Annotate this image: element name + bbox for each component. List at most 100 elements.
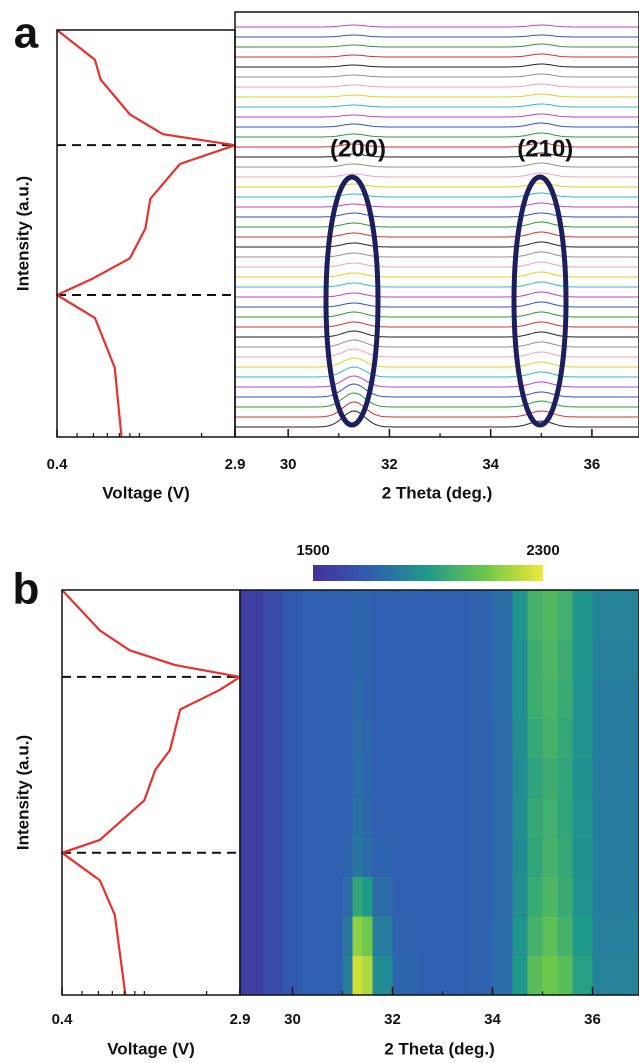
heatmap-cell bbox=[372, 590, 393, 640]
heatmap-cell bbox=[362, 718, 373, 759]
heatmap-cell bbox=[352, 797, 363, 838]
heatmap-cell bbox=[542, 590, 558, 640]
heatmap-cell bbox=[322, 590, 343, 640]
heatmap-cell bbox=[572, 876, 593, 917]
peak-ellipse bbox=[323, 174, 381, 428]
y-axis-label: Intensity (a.u.) bbox=[13, 735, 32, 850]
x-tick-label: 32 bbox=[384, 1011, 401, 1028]
heatmap-cell bbox=[240, 876, 263, 917]
heatmap-cell bbox=[512, 836, 528, 877]
heatmap-cell bbox=[282, 797, 303, 838]
x-tick-label: 34 bbox=[482, 456, 499, 473]
xrd-trace bbox=[235, 152, 638, 158]
heatmap-cell bbox=[262, 718, 283, 759]
heatmap-cell bbox=[592, 590, 639, 640]
xrd-trace bbox=[235, 281, 638, 288]
heatmap-cell bbox=[492, 915, 513, 956]
heatmap-cell bbox=[342, 797, 353, 838]
xrd-trace bbox=[235, 172, 638, 178]
heatmap-cell bbox=[372, 639, 393, 680]
heatmap-cell bbox=[392, 639, 418, 680]
heatmap-cell bbox=[352, 955, 363, 996]
heatmap-cell bbox=[342, 876, 353, 917]
heatmap-cell bbox=[542, 678, 558, 719]
heatmap-cell bbox=[322, 718, 343, 759]
heatmap-cell bbox=[442, 590, 468, 640]
heatmap-cell bbox=[492, 836, 513, 877]
heatmap-cell bbox=[512, 678, 528, 719]
heatmap-cell bbox=[240, 590, 263, 640]
x-axis-label: Voltage (V) bbox=[102, 483, 190, 502]
heatmap-cell bbox=[342, 915, 353, 956]
xrd-trace bbox=[235, 83, 638, 88]
heatmap-cell bbox=[282, 678, 303, 719]
xrd-trace bbox=[235, 113, 638, 118]
heatmap-cell bbox=[527, 757, 543, 798]
heatmap-cell bbox=[592, 718, 639, 759]
heatmap-cell bbox=[592, 757, 639, 798]
xrd-trace bbox=[235, 375, 638, 388]
heatmap-cell bbox=[442, 915, 468, 956]
xrd-trace bbox=[235, 357, 638, 368]
peak-annotation: (200) bbox=[330, 135, 386, 162]
colorbar bbox=[313, 565, 543, 581]
x-axis-label: Voltage (V) bbox=[107, 1039, 195, 1058]
xrd-trace bbox=[235, 383, 638, 398]
heatmap-cell bbox=[240, 797, 263, 838]
xrd-trace bbox=[235, 410, 638, 428]
heatmap-cell bbox=[322, 797, 343, 838]
heatmap-cell bbox=[542, 876, 558, 917]
xrd-trace bbox=[235, 291, 638, 298]
heatmap-cell bbox=[527, 797, 543, 838]
heatmap-cell bbox=[512, 915, 528, 956]
heatmap-cell bbox=[417, 639, 443, 680]
x-tick-label: 30 bbox=[280, 456, 297, 473]
heatmap-cell bbox=[492, 590, 513, 640]
heatmap-cell bbox=[557, 915, 573, 956]
heatmap-cell bbox=[302, 678, 323, 719]
heatmap-cell bbox=[282, 955, 303, 996]
heatmap-cell bbox=[592, 639, 639, 680]
heatmap-cell bbox=[342, 590, 353, 640]
heatmap-cell bbox=[392, 955, 418, 996]
heatmap-cell bbox=[512, 639, 528, 680]
heatmap-cell bbox=[302, 955, 323, 996]
heatmap-cell bbox=[372, 915, 393, 956]
heatmap-cell bbox=[557, 590, 573, 640]
heatmap-cell bbox=[322, 955, 343, 996]
heatmap-cell bbox=[392, 797, 418, 838]
xrd-trace bbox=[235, 212, 638, 218]
heatmap-cell bbox=[362, 876, 373, 917]
heatmap-cell bbox=[352, 590, 363, 640]
heatmap-cell bbox=[527, 590, 543, 640]
panel-label: a bbox=[14, 9, 39, 58]
heatmap-cell bbox=[442, 718, 468, 759]
x-tick-label: 0.4 bbox=[47, 456, 69, 473]
heatmap-cell bbox=[467, 678, 493, 719]
heatmap-cell bbox=[542, 836, 558, 877]
heatmap-cell bbox=[557, 678, 573, 719]
heatmap-cell bbox=[282, 757, 303, 798]
xrd-trace bbox=[235, 34, 638, 38]
heatmap-cell bbox=[262, 639, 283, 680]
heatmap-cell bbox=[542, 757, 558, 798]
heatmap-cell bbox=[262, 915, 283, 956]
heatmap-cell bbox=[240, 955, 263, 996]
x-tick-label: 30 bbox=[284, 1011, 301, 1028]
heatmap-cell bbox=[262, 757, 283, 798]
plot-frame bbox=[239, 589, 639, 996]
heatmap-cell bbox=[442, 955, 468, 996]
y-axis-label: Intensity (a.u.) bbox=[13, 176, 32, 291]
x-tick-label: 36 bbox=[584, 456, 601, 473]
heatmap-cell bbox=[572, 915, 593, 956]
heatmap-cell bbox=[282, 718, 303, 759]
heatmap-cell bbox=[362, 590, 373, 640]
xrd-trace bbox=[235, 182, 638, 188]
heatmap-cell bbox=[572, 955, 593, 996]
heatmap-cell bbox=[392, 915, 418, 956]
heatmap-cell bbox=[362, 955, 373, 996]
heatmap-cell bbox=[352, 757, 363, 798]
heatmap-cell bbox=[467, 876, 493, 917]
heatmap-cell bbox=[592, 836, 639, 877]
heatmap-cell bbox=[240, 836, 263, 877]
